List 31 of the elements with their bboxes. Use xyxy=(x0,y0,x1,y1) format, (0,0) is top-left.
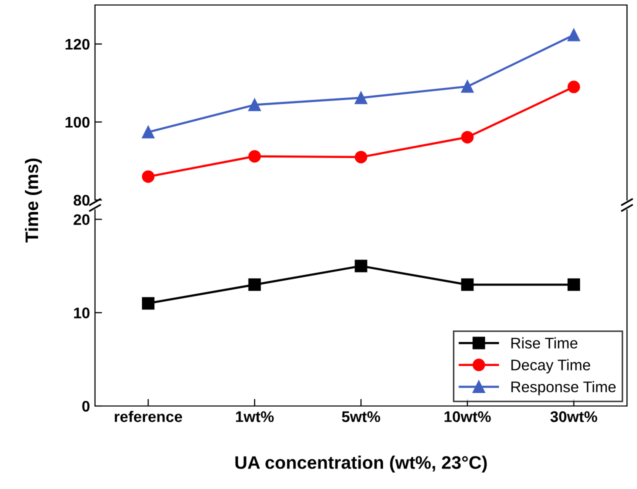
legend-label: Rise Time xyxy=(511,337,578,349)
point xyxy=(142,126,154,138)
x-tick-label: reference xyxy=(114,410,182,422)
x-tick-label: 30wt% xyxy=(550,411,598,422)
point xyxy=(248,98,261,112)
legend-label: Decay Time xyxy=(511,359,590,374)
point xyxy=(142,297,154,310)
point xyxy=(248,278,261,291)
legend-label: Response Time xyxy=(511,381,616,396)
point xyxy=(354,260,368,272)
point xyxy=(461,278,474,291)
x-axis-title: UA concentration (wt%, 23°C) xyxy=(235,456,487,472)
x-tick-label: 1wt% xyxy=(236,411,274,422)
y-tick-label: 0 xyxy=(82,400,90,412)
y-tick-label: 120 xyxy=(66,38,90,50)
point xyxy=(568,278,580,291)
point xyxy=(568,80,580,94)
point xyxy=(461,80,474,93)
y-tick-label: 80 xyxy=(74,194,90,206)
point xyxy=(248,150,261,163)
point xyxy=(568,28,580,42)
x-tick-label: 5wt% xyxy=(342,411,380,422)
point xyxy=(461,130,474,144)
y-axis-title: Time (ms) xyxy=(24,158,42,242)
y-tick-label: 10 xyxy=(74,308,90,318)
y-tick-label: 100 xyxy=(66,116,90,128)
x-tick-label: 10wt% xyxy=(444,411,491,422)
point xyxy=(142,170,154,183)
point xyxy=(354,150,368,164)
point xyxy=(354,92,368,104)
y-tick-label: 20 xyxy=(74,214,90,226)
